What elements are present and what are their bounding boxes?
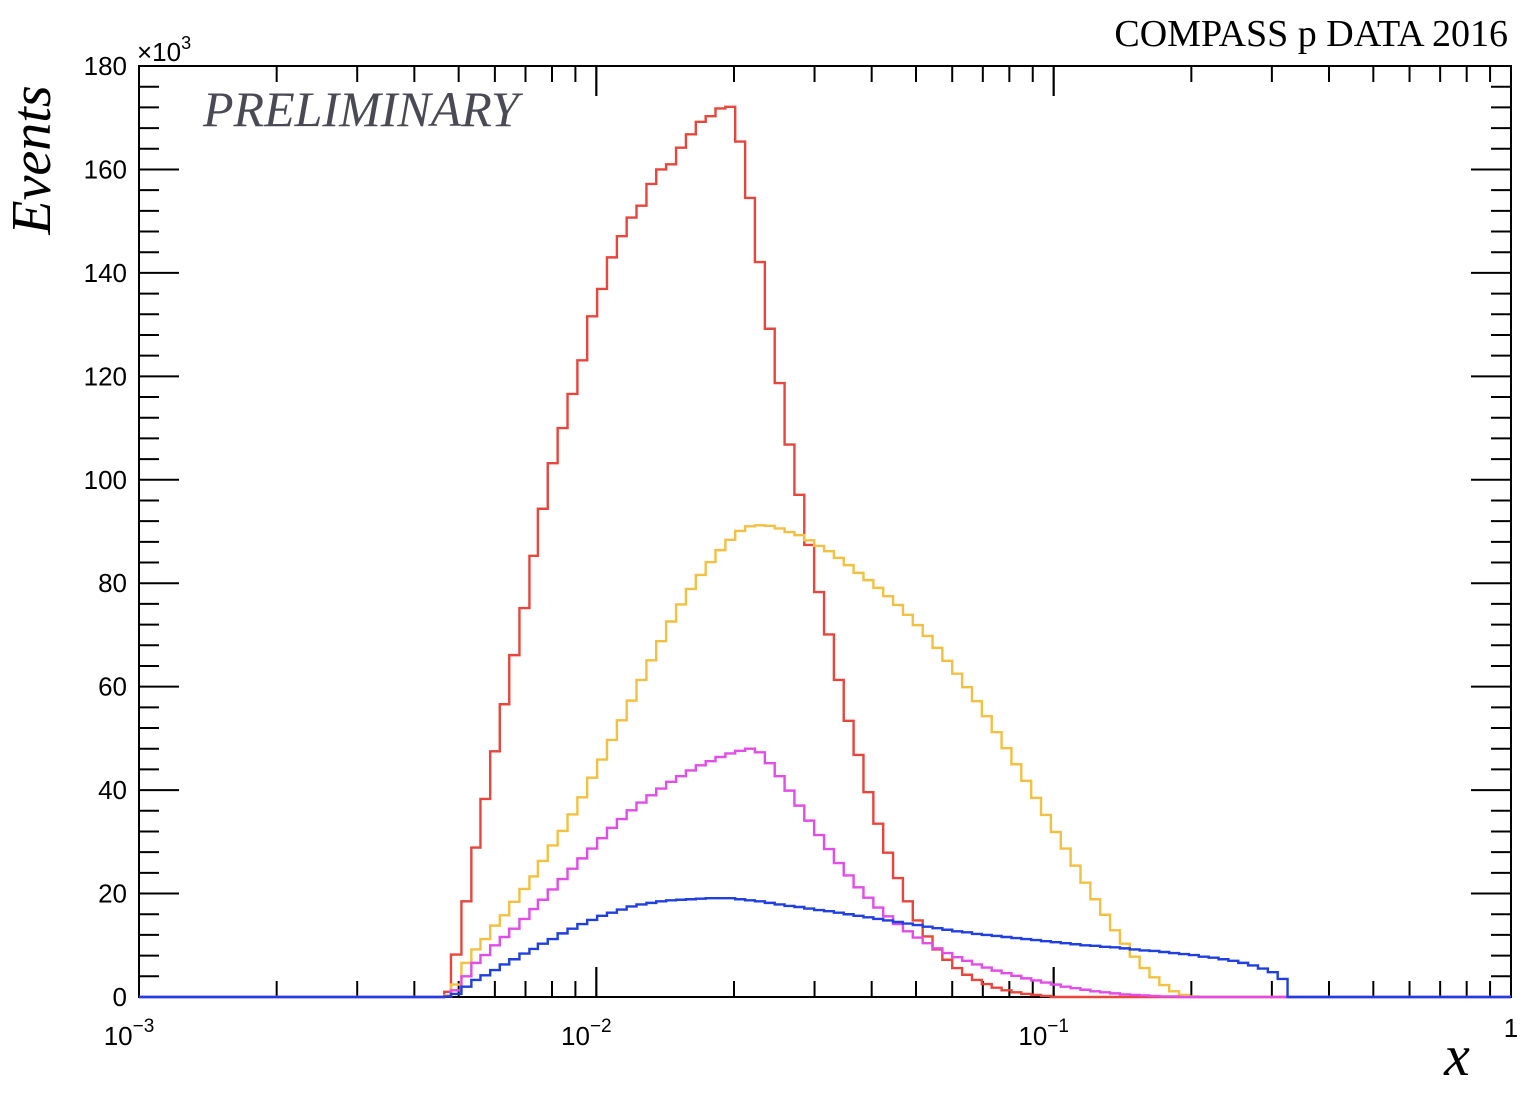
- y-tick-label: 100: [84, 465, 127, 495]
- y-tick-label: 60: [98, 672, 127, 702]
- series-line-2: [139, 524, 1511, 999]
- y-axis-title: Events: [1, 85, 63, 235]
- x-axis-tick-labels: 10−3 10−2 10−1 1: [104, 1013, 1519, 1051]
- y-tick-label: 180: [84, 51, 127, 81]
- series-line-4: [139, 897, 1511, 999]
- y-tick-label: 140: [84, 258, 127, 288]
- y-axis-ticks: [139, 65, 1511, 998]
- series-line-3: [139, 747, 1511, 999]
- x-axis-ticks: [138, 66, 1512, 997]
- preliminary-label: PRELIMINARY: [202, 81, 524, 137]
- y-axis-tick-labels: 0 20 40 60 80 100 120 140 160 180: [84, 51, 127, 1012]
- x-tick-label: 10−1: [1018, 1016, 1069, 1051]
- y-multiplier-label: ×103: [137, 33, 191, 67]
- y-tick-label: 20: [98, 879, 127, 909]
- x-tick-label: 10−3: [104, 1016, 155, 1051]
- x-axis-title: x: [1443, 1023, 1470, 1088]
- y-tick-label: 80: [98, 568, 127, 598]
- y-tick-label: 160: [84, 154, 127, 184]
- y-tick-label: 0: [113, 982, 127, 1012]
- plot-frame: [138, 65, 1512, 998]
- y-tick-label: 120: [84, 361, 127, 391]
- series-layer: [139, 105, 1511, 999]
- x-tick-label: 10−2: [561, 1016, 612, 1051]
- experiment-label: COMPASS p DATA 2016: [1114, 13, 1508, 55]
- series-line-1: [139, 105, 1511, 999]
- y-tick-label: 40: [98, 775, 127, 805]
- x-tick-label: 1: [1504, 1013, 1518, 1043]
